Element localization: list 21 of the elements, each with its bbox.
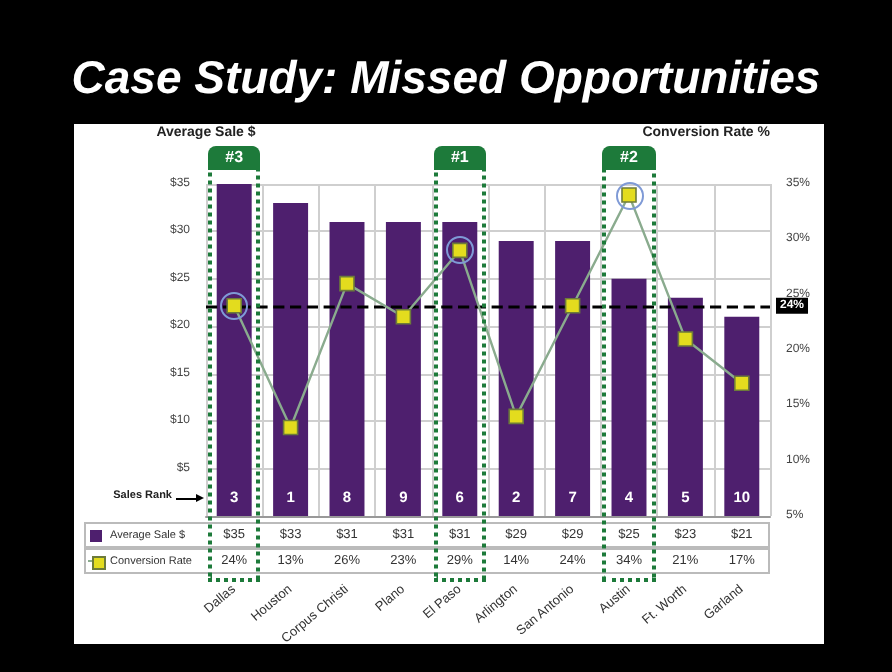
bar xyxy=(329,221,365,516)
bar xyxy=(385,221,421,516)
point xyxy=(395,309,412,325)
bar xyxy=(442,221,478,516)
tag-tab: #2 xyxy=(602,146,656,170)
bar xyxy=(273,202,309,516)
bar xyxy=(216,184,252,516)
point xyxy=(508,408,524,425)
point xyxy=(677,331,694,347)
point xyxy=(734,375,750,391)
bar xyxy=(611,278,647,516)
bar xyxy=(555,240,591,516)
point xyxy=(339,275,355,292)
bar xyxy=(724,316,760,516)
bar xyxy=(498,240,534,516)
bar xyxy=(667,297,703,516)
point xyxy=(564,297,581,314)
point xyxy=(282,419,299,436)
tag-tab: #1 xyxy=(433,146,486,170)
chart-title: Case Study: Missed Opportunities xyxy=(71,51,821,103)
tag-tab: #3 xyxy=(208,146,261,170)
